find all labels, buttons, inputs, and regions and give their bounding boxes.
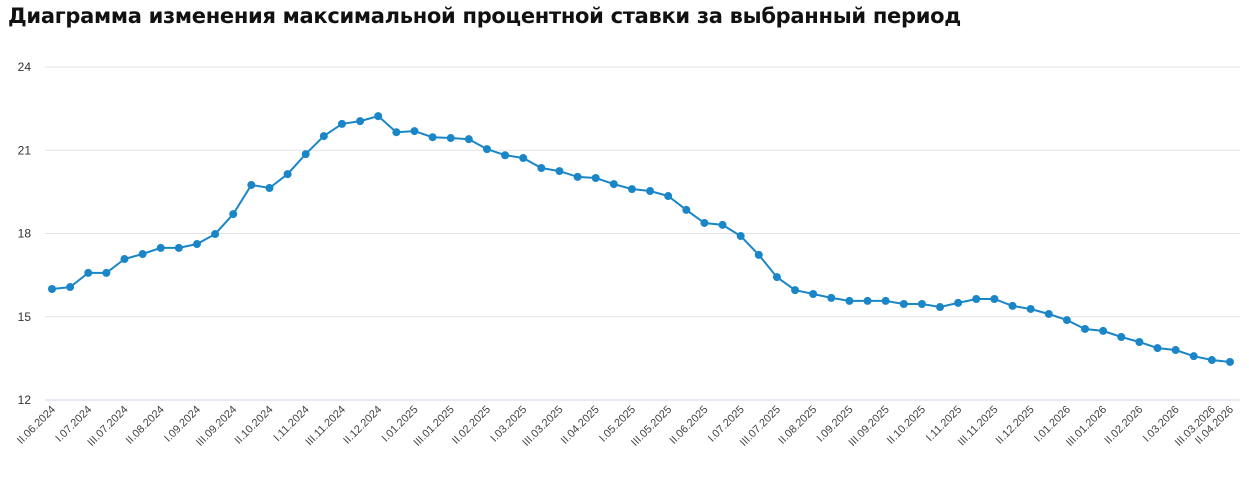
data-point[interactable] bbox=[917, 299, 926, 308]
data-point[interactable] bbox=[1008, 301, 1017, 310]
data-point[interactable] bbox=[827, 293, 836, 302]
data-point[interactable] bbox=[863, 296, 872, 305]
data-point[interactable] bbox=[319, 132, 328, 141]
data-point[interactable] bbox=[66, 283, 75, 292]
y-tick-label: 18 bbox=[18, 227, 32, 241]
x-tick-label: II.10.2024 bbox=[233, 404, 276, 447]
data-point[interactable] bbox=[337, 119, 346, 128]
data-point[interactable] bbox=[156, 243, 165, 252]
data-point[interactable] bbox=[899, 299, 908, 308]
x-tick-label: II.02.2025 bbox=[450, 404, 493, 447]
x-axis: II.06.2024I.07.2024III.07.2024II.08.2024… bbox=[15, 404, 1236, 449]
data-point[interactable] bbox=[609, 180, 618, 189]
data-point[interactable] bbox=[301, 150, 310, 159]
data-point[interactable] bbox=[1081, 324, 1090, 333]
data-point[interactable] bbox=[283, 170, 292, 179]
y-tick-label: 24 bbox=[18, 60, 32, 74]
data-point[interactable] bbox=[682, 205, 691, 214]
data-point[interactable] bbox=[791, 286, 800, 295]
data-point[interactable] bbox=[48, 285, 56, 293]
data-points bbox=[48, 112, 1234, 366]
y-tick-label: 12 bbox=[18, 393, 32, 407]
data-point[interactable] bbox=[627, 185, 636, 194]
data-point[interactable] bbox=[736, 231, 745, 240]
data-point[interactable] bbox=[1117, 333, 1126, 342]
data-point[interactable] bbox=[192, 240, 201, 249]
x-tick-label: II.06.2024 bbox=[15, 404, 58, 447]
x-tick-label: II.10.2025 bbox=[885, 404, 928, 447]
data-point[interactable] bbox=[1171, 346, 1180, 355]
data-point[interactable] bbox=[591, 174, 600, 182]
data-point[interactable] bbox=[718, 220, 727, 229]
data-point[interactable] bbox=[573, 172, 582, 181]
data-point[interactable] bbox=[972, 294, 981, 303]
data-point[interactable] bbox=[392, 128, 401, 137]
data-point[interactable] bbox=[1135, 338, 1144, 347]
data-point[interactable] bbox=[1226, 357, 1234, 366]
data-point[interactable] bbox=[809, 289, 818, 298]
data-point[interactable] bbox=[1099, 326, 1108, 335]
data-point[interactable] bbox=[174, 243, 183, 252]
y-tick-label: 21 bbox=[18, 143, 32, 157]
y-tick-label: 15 bbox=[18, 310, 32, 324]
data-point[interactable] bbox=[356, 117, 365, 126]
data-point[interactable] bbox=[482, 145, 491, 154]
x-tick-label: II.08.2024 bbox=[124, 404, 167, 447]
series-line bbox=[51, 114, 1231, 363]
data-point[interactable] bbox=[881, 296, 890, 305]
x-tick-label: II.12.2025 bbox=[994, 404, 1037, 447]
data-point[interactable] bbox=[428, 133, 437, 142]
data-point[interactable] bbox=[501, 151, 510, 160]
data-point[interactable] bbox=[754, 250, 763, 259]
data-point[interactable] bbox=[954, 298, 963, 307]
data-point[interactable] bbox=[646, 187, 655, 196]
x-tick-label: III.11.2025 bbox=[956, 404, 1001, 449]
data-point[interactable] bbox=[211, 230, 220, 239]
data-point[interactable] bbox=[1207, 356, 1216, 365]
data-point[interactable] bbox=[247, 180, 256, 189]
y-axis: 12 15 18 21 24 bbox=[18, 60, 32, 407]
x-tick-label: II.04.2025 bbox=[559, 404, 602, 447]
x-tick-label: II.12.2024 bbox=[341, 404, 384, 447]
data-point[interactable] bbox=[700, 218, 709, 227]
data-point[interactable] bbox=[410, 127, 419, 136]
data-point[interactable] bbox=[1153, 344, 1162, 353]
data-point[interactable] bbox=[374, 112, 383, 121]
chart-title: Диаграмма изменения максимальной процент… bbox=[8, 4, 961, 28]
data-point[interactable] bbox=[1062, 316, 1071, 325]
data-point[interactable] bbox=[1189, 352, 1198, 361]
data-point[interactable] bbox=[664, 192, 673, 201]
data-point[interactable] bbox=[446, 134, 455, 143]
data-point[interactable] bbox=[102, 268, 111, 277]
data-point[interactable] bbox=[936, 303, 945, 312]
data-point[interactable] bbox=[464, 135, 473, 144]
data-point[interactable] bbox=[265, 183, 274, 192]
x-tick-label: II.08.2025 bbox=[776, 404, 819, 447]
data-point[interactable] bbox=[555, 167, 564, 176]
data-point[interactable] bbox=[845, 296, 854, 305]
data-point[interactable] bbox=[1026, 304, 1035, 313]
data-point[interactable] bbox=[120, 255, 129, 264]
x-tick-label: II.06.2025 bbox=[667, 404, 710, 447]
data-point[interactable] bbox=[84, 268, 93, 277]
data-point[interactable] bbox=[519, 154, 528, 163]
grid-lines bbox=[45, 66, 1240, 401]
data-point[interactable] bbox=[229, 210, 238, 219]
data-point[interactable] bbox=[772, 273, 781, 282]
data-point[interactable] bbox=[138, 250, 147, 259]
x-tick-label: III.11.2024 bbox=[303, 404, 348, 449]
data-point[interactable] bbox=[1044, 309, 1053, 318]
data-point[interactable] bbox=[990, 294, 999, 303]
x-tick-label: II.02.2026 bbox=[1102, 404, 1145, 447]
data-point[interactable] bbox=[537, 164, 546, 173]
